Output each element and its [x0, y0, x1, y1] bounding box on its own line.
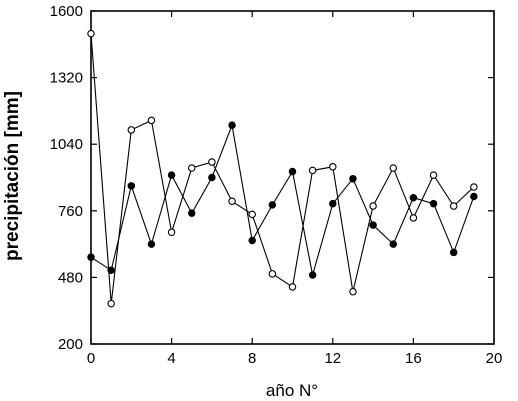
filled-point — [329, 199, 337, 208]
open-point — [268, 270, 277, 278]
open-point — [288, 283, 297, 291]
filled-point — [188, 209, 196, 217]
x-tick-label: 16 — [405, 350, 422, 367]
open-point — [349, 287, 357, 296]
series-layer — [87, 29, 478, 308]
open-point — [429, 171, 438, 179]
open-point — [87, 29, 95, 38]
series-2 — [87, 29, 478, 308]
series-1 — [87, 121, 478, 279]
open-point — [208, 158, 216, 166]
y-tick-label: 480 — [58, 269, 83, 286]
filled-point — [127, 182, 136, 190]
x-tick-label: 8 — [248, 350, 256, 367]
open-point — [308, 166, 317, 175]
filled-point — [107, 266, 115, 275]
x-tick-label: 4 — [167, 350, 175, 367]
open-point — [470, 183, 478, 191]
filled-point — [369, 221, 377, 229]
open-point — [167, 228, 176, 236]
filled-point — [308, 271, 317, 279]
open-point — [188, 164, 196, 172]
open-point — [147, 116, 156, 125]
filled-point — [429, 199, 438, 208]
open-point — [127, 126, 136, 134]
filled-point — [288, 167, 297, 176]
y-tick-label: 760 — [58, 203, 83, 220]
plot-frame — [90, 10, 495, 345]
filled-point — [268, 201, 277, 209]
open-point — [449, 202, 458, 210]
y-tick-labels: 200 480 760 1040 1320 1600 — [50, 3, 83, 353]
y-tick-label: 1040 — [50, 136, 83, 153]
filled-point — [208, 173, 216, 182]
filled-point — [228, 121, 236, 129]
x-tick-label: 12 — [324, 350, 341, 367]
filled-point — [349, 174, 357, 183]
y-tick-label: 200 — [58, 336, 83, 353]
filled-point — [147, 240, 156, 248]
open-point — [248, 210, 256, 219]
x-axis-label: año N° — [266, 381, 318, 400]
series-line — [90, 123, 475, 276]
filled-point — [449, 248, 458, 257]
y-axis-label: precipitación [mm] — [2, 91, 23, 261]
filled-point — [248, 236, 256, 245]
series-line — [90, 33, 475, 304]
filled-point — [167, 171, 176, 179]
open-point — [107, 299, 115, 308]
filled-point — [389, 240, 397, 248]
y-tick-label: 1600 — [50, 3, 83, 20]
open-point — [228, 197, 236, 206]
open-point — [409, 214, 418, 222]
open-point — [329, 163, 337, 171]
x-tick-label: 20 — [486, 350, 503, 367]
y-tick-label: 1320 — [50, 70, 83, 87]
x-tick-labels: 0 4 8 12 16 20 — [87, 350, 503, 367]
filled-point — [87, 253, 95, 261]
filled-point — [470, 192, 478, 201]
open-point — [369, 202, 377, 210]
x-tick-label: 0 — [87, 350, 95, 367]
open-point — [389, 164, 397, 172]
filled-point — [409, 193, 418, 202]
